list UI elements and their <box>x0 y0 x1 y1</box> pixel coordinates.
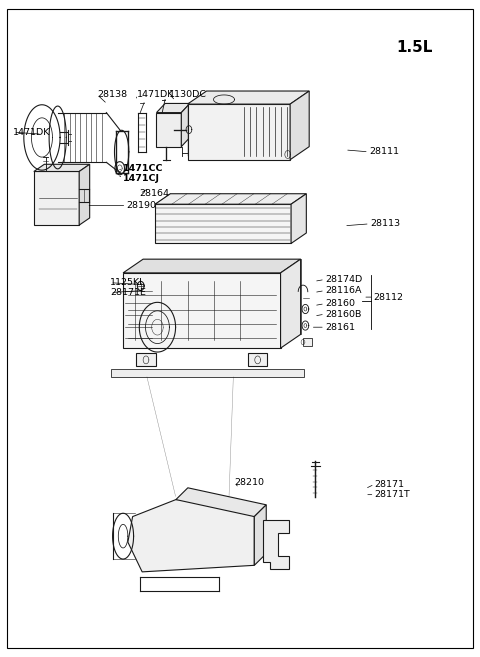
Text: 28174D: 28174D <box>325 275 362 284</box>
Text: 28112: 28112 <box>373 292 404 302</box>
Polygon shape <box>181 103 190 147</box>
Text: 28160: 28160 <box>325 299 355 308</box>
Text: 1471CC: 1471CC <box>123 164 164 173</box>
Polygon shape <box>128 499 254 572</box>
Polygon shape <box>123 259 300 273</box>
Text: 28171T: 28171T <box>374 490 410 499</box>
Polygon shape <box>188 104 290 160</box>
Polygon shape <box>111 369 304 377</box>
Text: 1.5L: 1.5L <box>396 39 432 55</box>
Text: 1125KL: 1125KL <box>110 278 145 287</box>
Polygon shape <box>156 103 190 112</box>
Polygon shape <box>143 259 300 334</box>
Polygon shape <box>155 204 291 244</box>
Text: 28116A: 28116A <box>325 286 361 295</box>
Polygon shape <box>263 520 289 569</box>
Polygon shape <box>188 91 309 104</box>
Polygon shape <box>34 164 90 171</box>
Polygon shape <box>248 353 267 367</box>
Text: 28138: 28138 <box>97 90 127 99</box>
Polygon shape <box>281 259 300 348</box>
Text: 28210: 28210 <box>234 478 264 487</box>
Text: 1130DC: 1130DC <box>169 90 207 99</box>
Polygon shape <box>303 338 312 346</box>
Polygon shape <box>176 487 266 516</box>
Polygon shape <box>34 171 79 225</box>
Text: 28160B: 28160B <box>325 309 361 319</box>
Text: 28171: 28171 <box>374 480 405 489</box>
Text: 28164: 28164 <box>140 189 170 198</box>
Polygon shape <box>290 91 309 160</box>
Polygon shape <box>79 164 90 225</box>
Polygon shape <box>291 194 306 244</box>
Polygon shape <box>254 505 266 565</box>
Polygon shape <box>123 273 281 348</box>
Text: 28113: 28113 <box>370 219 400 229</box>
Text: 1471DK: 1471DK <box>13 127 51 137</box>
Text: 28161: 28161 <box>325 323 355 332</box>
Polygon shape <box>136 353 156 367</box>
Polygon shape <box>156 112 181 147</box>
Text: 1471CJ: 1471CJ <box>123 173 160 183</box>
Polygon shape <box>155 194 306 204</box>
Text: 28171E: 28171E <box>110 288 146 297</box>
Text: 28190: 28190 <box>126 201 156 210</box>
Text: 1471DK: 1471DK <box>136 90 174 99</box>
Text: 28111: 28111 <box>369 147 399 156</box>
